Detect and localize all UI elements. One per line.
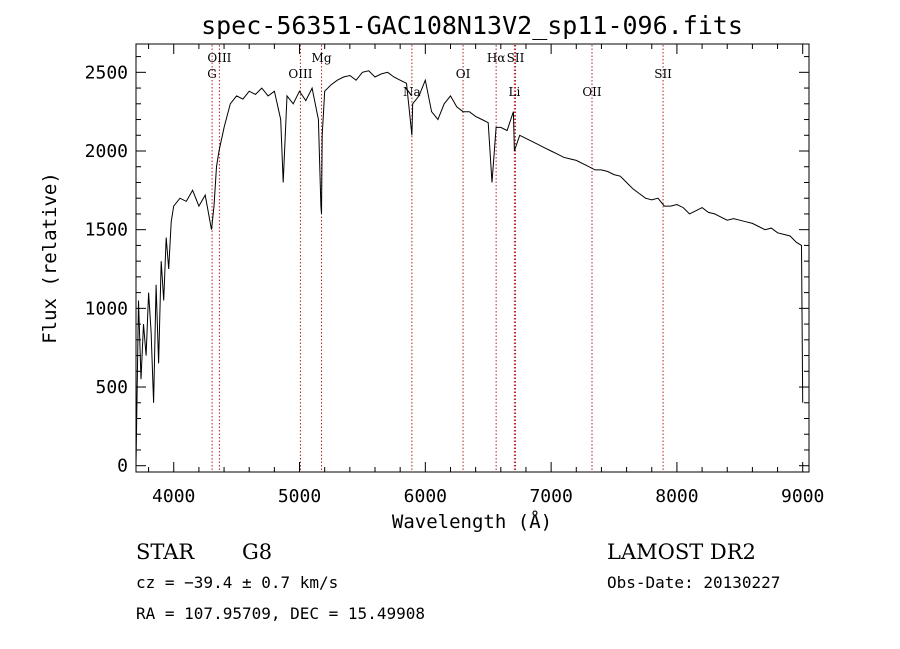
plot-frame bbox=[135, 43, 810, 473]
spectrum-line bbox=[135, 70, 804, 466]
spectral-line-label: Li bbox=[508, 85, 520, 99]
y-axis-ticks: 0 500 1000 1500 2000 2500 bbox=[85, 56, 809, 477]
redshift-cz: cz = −39.4 ± 0.7 km/s bbox=[136, 573, 338, 592]
x-tick-label: 5000 bbox=[278, 486, 321, 507]
y-tick-label: 0 bbox=[117, 456, 128, 477]
x-axis-ticks: 4000 5000 6000 7000 8000 9000 bbox=[148, 44, 824, 507]
spectral-line-label: SII bbox=[654, 67, 672, 81]
spectral-lines-layer bbox=[211, 45, 664, 471]
x-tick-label: 7000 bbox=[529, 486, 572, 507]
spectral-line-label: Mg bbox=[312, 51, 332, 65]
x-tick-label: 8000 bbox=[655, 486, 698, 507]
y-tick-label: 2000 bbox=[85, 141, 128, 162]
spectral-line-label: SII bbox=[507, 51, 525, 65]
x-tick-label: 4000 bbox=[152, 486, 195, 507]
y-tick-label: 1500 bbox=[85, 220, 128, 241]
spectral-line-label: OI bbox=[456, 67, 471, 81]
coordinates: RA = 107.95709, DEC = 15.49908 bbox=[136, 604, 425, 623]
spectral-line-label: OII bbox=[582, 85, 602, 99]
x-axis-label: Wavelength (Å) bbox=[392, 510, 552, 533]
chart-title: spec-56351-GAC108N13V2_sp11-096.fits bbox=[201, 11, 743, 40]
spectral-line-label: G bbox=[207, 67, 217, 81]
y-axis-label: Flux (relative) bbox=[39, 172, 61, 344]
object-type: STAR bbox=[136, 540, 195, 564]
spectral-line-label: Hα bbox=[487, 51, 506, 65]
y-tick-label: 2500 bbox=[85, 62, 128, 83]
y-tick-label: 500 bbox=[95, 377, 128, 398]
spectral-subclass: G8 bbox=[242, 540, 272, 564]
observation-date: Obs-Date: 20130227 bbox=[607, 573, 780, 592]
spectral-line-label: OIII bbox=[207, 51, 231, 65]
x-tick-label: 9000 bbox=[781, 486, 824, 507]
spectral-line-label: OIII bbox=[288, 67, 312, 81]
x-tick-label: 6000 bbox=[404, 486, 447, 507]
survey-name: LAMOST DR2 bbox=[607, 540, 756, 564]
y-tick-label: 1000 bbox=[85, 298, 128, 319]
